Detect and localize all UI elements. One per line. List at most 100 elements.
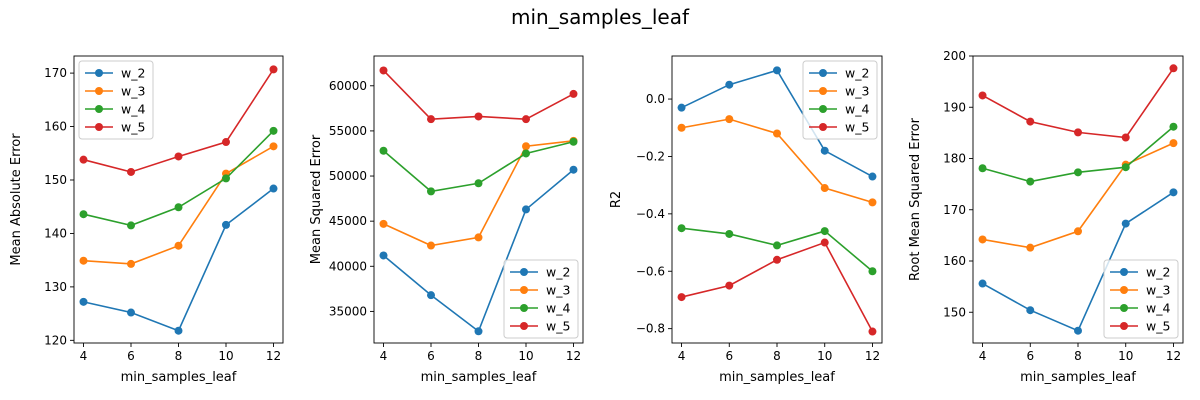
data-point-w_4 <box>569 137 578 146</box>
legend-label-w_5: w_5 <box>546 319 570 334</box>
data-point-w_2 <box>474 327 483 336</box>
legend: w_2 w_3 w_4 w_5 <box>78 60 154 140</box>
legend-marker-w_3 <box>520 286 528 294</box>
y-tick-label: 120 <box>44 333 67 347</box>
data-point-w_4 <box>522 149 530 158</box>
y-tick-label: 40000 <box>329 259 367 273</box>
legend-marker-w_2 <box>520 268 528 276</box>
data-point-w_4 <box>79 210 88 219</box>
data-point-w_4 <box>820 227 829 236</box>
legend-label-w_4: w_4 <box>845 102 869 117</box>
data-point-w_5 <box>677 293 686 302</box>
x-tick-label: 10 <box>1118 349 1133 363</box>
legend-label-w_3: w_3 <box>845 84 869 99</box>
data-point-w_5 <box>1074 128 1082 137</box>
legend-box <box>78 60 154 140</box>
legend-marker-w_2 <box>95 69 103 77</box>
data-point-w_2 <box>569 165 578 174</box>
x-tick-label: 4 <box>678 349 686 363</box>
x-tick-label: 12 <box>266 349 281 363</box>
legend-marker-w_5 <box>1120 322 1128 330</box>
data-point-w_4 <box>427 187 435 196</box>
x-axis-label: min_samples_leaf <box>421 370 537 385</box>
legend-marker-w_4 <box>95 105 103 113</box>
data-point-w_3 <box>677 123 686 132</box>
data-point-w_5 <box>1026 117 1035 126</box>
legend-label-w_5: w_5 <box>845 120 869 135</box>
data-point-w_3 <box>868 198 877 207</box>
data-point-w_2 <box>1074 326 1082 335</box>
data-point-w_3 <box>1074 227 1082 236</box>
legend-label-w_2: w_2 <box>546 265 570 280</box>
x-tick-label: 12 <box>566 349 581 363</box>
data-point-w_5 <box>222 138 230 147</box>
y-tick-label: 200 <box>943 49 966 63</box>
legend-label-w_3: w_3 <box>1146 283 1170 298</box>
legend-label-w_2: w_2 <box>121 66 145 81</box>
legend-marker-w_4 <box>819 105 827 113</box>
y-tick-label: 50000 <box>329 169 367 183</box>
data-point-w_3 <box>269 142 278 151</box>
x-tick-label: 8 <box>773 349 781 363</box>
legend-marker-w_4 <box>1120 304 1128 312</box>
data-point-w_5 <box>1169 64 1178 73</box>
data-point-w_4 <box>269 126 278 135</box>
legend-marker-w_3 <box>95 87 103 95</box>
y-tick-label: 160 <box>44 120 67 134</box>
legend-marker-w_2 <box>1120 268 1128 276</box>
data-point-w_3 <box>379 219 388 228</box>
data-point-w_5 <box>174 152 183 161</box>
y-tick-label: 170 <box>44 66 67 80</box>
y-tick-label: −0.6 <box>636 264 665 278</box>
data-point-w_5 <box>79 155 88 164</box>
data-point-w_5 <box>820 238 829 247</box>
data-point-w_4 <box>127 221 135 230</box>
y-tick-label: 190 <box>943 100 966 114</box>
data-point-w_3 <box>427 241 435 250</box>
data-point-w_5 <box>522 115 530 124</box>
y-tick-label: 45000 <box>329 214 367 228</box>
data-point-w_3 <box>174 241 183 250</box>
data-point-w_2 <box>1121 219 1130 228</box>
data-point-w_3 <box>1026 243 1035 252</box>
data-point-w_5 <box>1121 133 1130 142</box>
x-tick-label: 6 <box>725 349 733 363</box>
data-point-w_4 <box>174 203 183 212</box>
legend: w_2 w_3 w_4 w_5 <box>1103 259 1179 339</box>
data-point-w_2 <box>773 66 781 75</box>
data-point-w_4 <box>1074 168 1082 177</box>
figure-title: min_samples_leaf <box>511 5 690 29</box>
x-axis-label: min_samples_leaf <box>719 370 835 385</box>
data-point-w_4 <box>379 146 388 155</box>
data-point-w_3 <box>978 235 987 244</box>
data-point-w_4 <box>725 229 734 238</box>
legend-marker-w_4 <box>520 304 528 312</box>
data-point-w_2 <box>868 172 877 181</box>
data-point-w_3 <box>773 129 781 138</box>
legend-label-w_2: w_2 <box>845 66 869 81</box>
data-point-w_5 <box>269 65 278 74</box>
y-axis-label: Root Mean Squared Error <box>908 117 923 281</box>
subplot-1: 4 6 8 10 12 120 130 140 150 160 170 min_samples_lea… <box>9 55 284 385</box>
y-tick-label: 60000 <box>329 79 367 93</box>
y-tick-label: 150 <box>44 173 67 187</box>
subplot-2: 4 6 8 10 12 35000 40000 45000 50000 55000 60000 min… <box>309 55 584 385</box>
x-tick-label: 6 <box>1026 349 1034 363</box>
legend-label-w_5: w_5 <box>121 120 145 135</box>
legend-box <box>1103 259 1179 339</box>
data-point-w_4 <box>978 164 987 173</box>
legend-marker-w_2 <box>819 69 827 77</box>
data-point-w_2 <box>1169 188 1178 197</box>
data-point-w_5 <box>474 112 483 121</box>
data-point-w_5 <box>725 281 734 290</box>
legend-label-w_5: w_5 <box>1146 319 1170 334</box>
data-point-w_3 <box>725 115 734 124</box>
x-tick-label: 4 <box>380 349 388 363</box>
x-axis-label: min_samples_leaf <box>121 370 237 385</box>
y-tick-label: 140 <box>44 226 67 240</box>
data-point-w_2 <box>725 80 734 89</box>
legend-box <box>802 60 878 140</box>
data-point-w_4 <box>868 267 877 276</box>
